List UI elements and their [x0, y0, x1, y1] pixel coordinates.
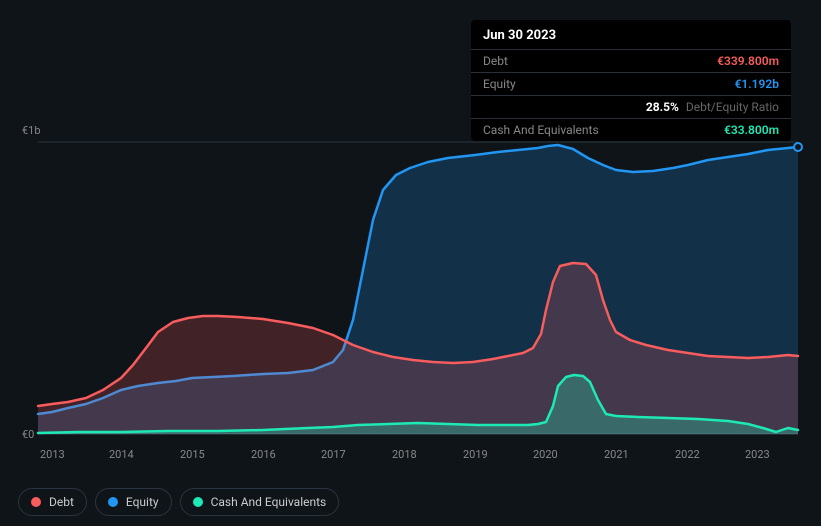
legend-label: Equity	[126, 495, 159, 509]
debt-equity-chart: Jun 30 2023 Debt €339.800m Equity €1.192b 28…	[18, 0, 803, 526]
tooltip-row: Cash And Equivalents €33.800m	[471, 118, 791, 141]
x-axis-label: 2016	[251, 448, 276, 461]
legend-label: Cash And Equivalents	[211, 495, 327, 509]
legend-label: Debt	[49, 495, 74, 509]
tooltip-row-label: Equity	[483, 77, 516, 91]
tooltip-row-value: €1.192b	[735, 77, 779, 91]
tooltip-ratio-value: 28.5%	[646, 100, 679, 114]
chart-tooltip: Jun 30 2023 Debt €339.800m Equity €1.192b 28…	[471, 20, 791, 141]
tooltip-row-value: €33.800m	[724, 123, 779, 137]
legend-dot-icon	[193, 497, 203, 507]
tooltip-row-value: €339.800m	[717, 54, 779, 68]
legend-dot-icon	[31, 497, 41, 507]
x-axis-label: 2015	[180, 448, 205, 461]
legend-item-cash-and-equivalents[interactable]: Cash And Equivalents	[180, 488, 340, 516]
x-axis-label: 2019	[463, 448, 488, 461]
x-axis-label: 2018	[392, 448, 417, 461]
legend-dot-icon	[108, 497, 118, 507]
tooltip-row: Equity €1.192b	[471, 72, 791, 95]
x-axis-label: 2017	[321, 448, 346, 461]
tooltip-row-label: Debt	[483, 54, 508, 68]
chart-legend: Debt Equity Cash And Equivalents	[18, 488, 339, 516]
legend-item-equity[interactable]: Equity	[95, 488, 172, 516]
tooltip-row: 28.5% Debt/Equity Ratio	[471, 95, 791, 118]
tooltip-row: Debt €339.800m	[471, 49, 791, 72]
x-axis-label: 2022	[675, 448, 700, 461]
x-axis-label: 2013	[40, 448, 65, 461]
x-axis-label: 2021	[604, 448, 629, 461]
x-axis-label: 2014	[109, 448, 134, 461]
legend-item-debt[interactable]: Debt	[18, 488, 87, 516]
x-axis-label: 2020	[533, 448, 558, 461]
tooltip-row-label: Cash And Equivalents	[483, 123, 599, 137]
tooltip-ratio-label: Debt/Equity Ratio	[683, 100, 779, 114]
x-axis-label: 2023	[745, 448, 770, 461]
tooltip-date: Jun 30 2023	[471, 20, 791, 49]
y-axis-label: €1b	[22, 124, 41, 137]
y-axis-label: €0	[22, 428, 34, 441]
